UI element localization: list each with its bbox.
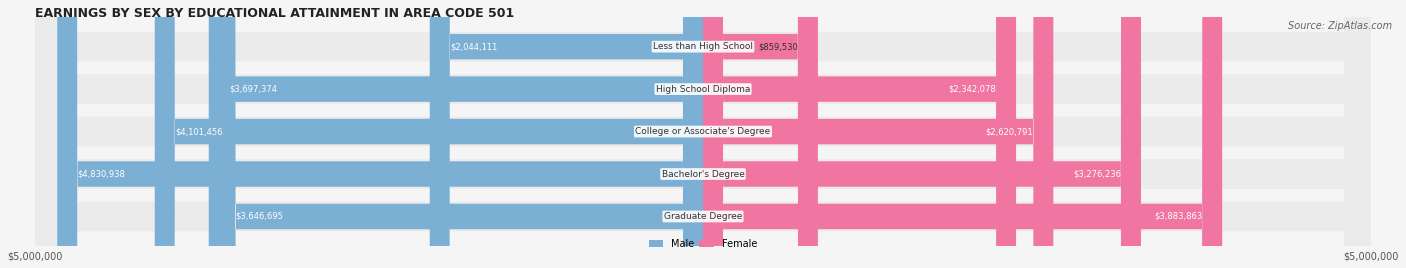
- Text: High School Diploma: High School Diploma: [655, 85, 751, 94]
- FancyBboxPatch shape: [703, 0, 818, 268]
- FancyBboxPatch shape: [35, 0, 1371, 268]
- FancyBboxPatch shape: [35, 0, 1371, 268]
- Text: $859,530: $859,530: [758, 42, 797, 51]
- FancyBboxPatch shape: [208, 0, 703, 268]
- FancyBboxPatch shape: [703, 0, 1053, 268]
- FancyBboxPatch shape: [155, 0, 703, 268]
- FancyBboxPatch shape: [703, 0, 1222, 268]
- Text: $2,342,078: $2,342,078: [948, 85, 995, 94]
- FancyBboxPatch shape: [703, 0, 1140, 268]
- Text: Source: ZipAtlas.com: Source: ZipAtlas.com: [1288, 21, 1392, 31]
- Text: Graduate Degree: Graduate Degree: [664, 212, 742, 221]
- Text: $2,620,791: $2,620,791: [986, 127, 1033, 136]
- FancyBboxPatch shape: [215, 0, 703, 268]
- Text: Bachelor's Degree: Bachelor's Degree: [662, 170, 744, 178]
- FancyBboxPatch shape: [35, 0, 1371, 268]
- Text: College or Associate's Degree: College or Associate's Degree: [636, 127, 770, 136]
- Text: EARNINGS BY SEX BY EDUCATIONAL ATTAINMENT IN AREA CODE 501: EARNINGS BY SEX BY EDUCATIONAL ATTAINMEN…: [35, 7, 513, 20]
- FancyBboxPatch shape: [58, 0, 703, 268]
- Text: $4,830,938: $4,830,938: [77, 170, 125, 178]
- FancyBboxPatch shape: [703, 0, 1017, 268]
- Text: $2,044,111: $2,044,111: [450, 42, 498, 51]
- Text: Less than High School: Less than High School: [652, 42, 754, 51]
- Text: $3,646,695: $3,646,695: [236, 212, 284, 221]
- Text: $3,276,236: $3,276,236: [1073, 170, 1121, 178]
- FancyBboxPatch shape: [35, 0, 1371, 268]
- Legend: Male, Female: Male, Female: [645, 235, 761, 253]
- Text: $3,697,374: $3,697,374: [229, 85, 277, 94]
- FancyBboxPatch shape: [430, 0, 703, 268]
- Text: $3,883,863: $3,883,863: [1154, 212, 1202, 221]
- Text: $4,101,456: $4,101,456: [174, 127, 222, 136]
- FancyBboxPatch shape: [35, 0, 1371, 268]
